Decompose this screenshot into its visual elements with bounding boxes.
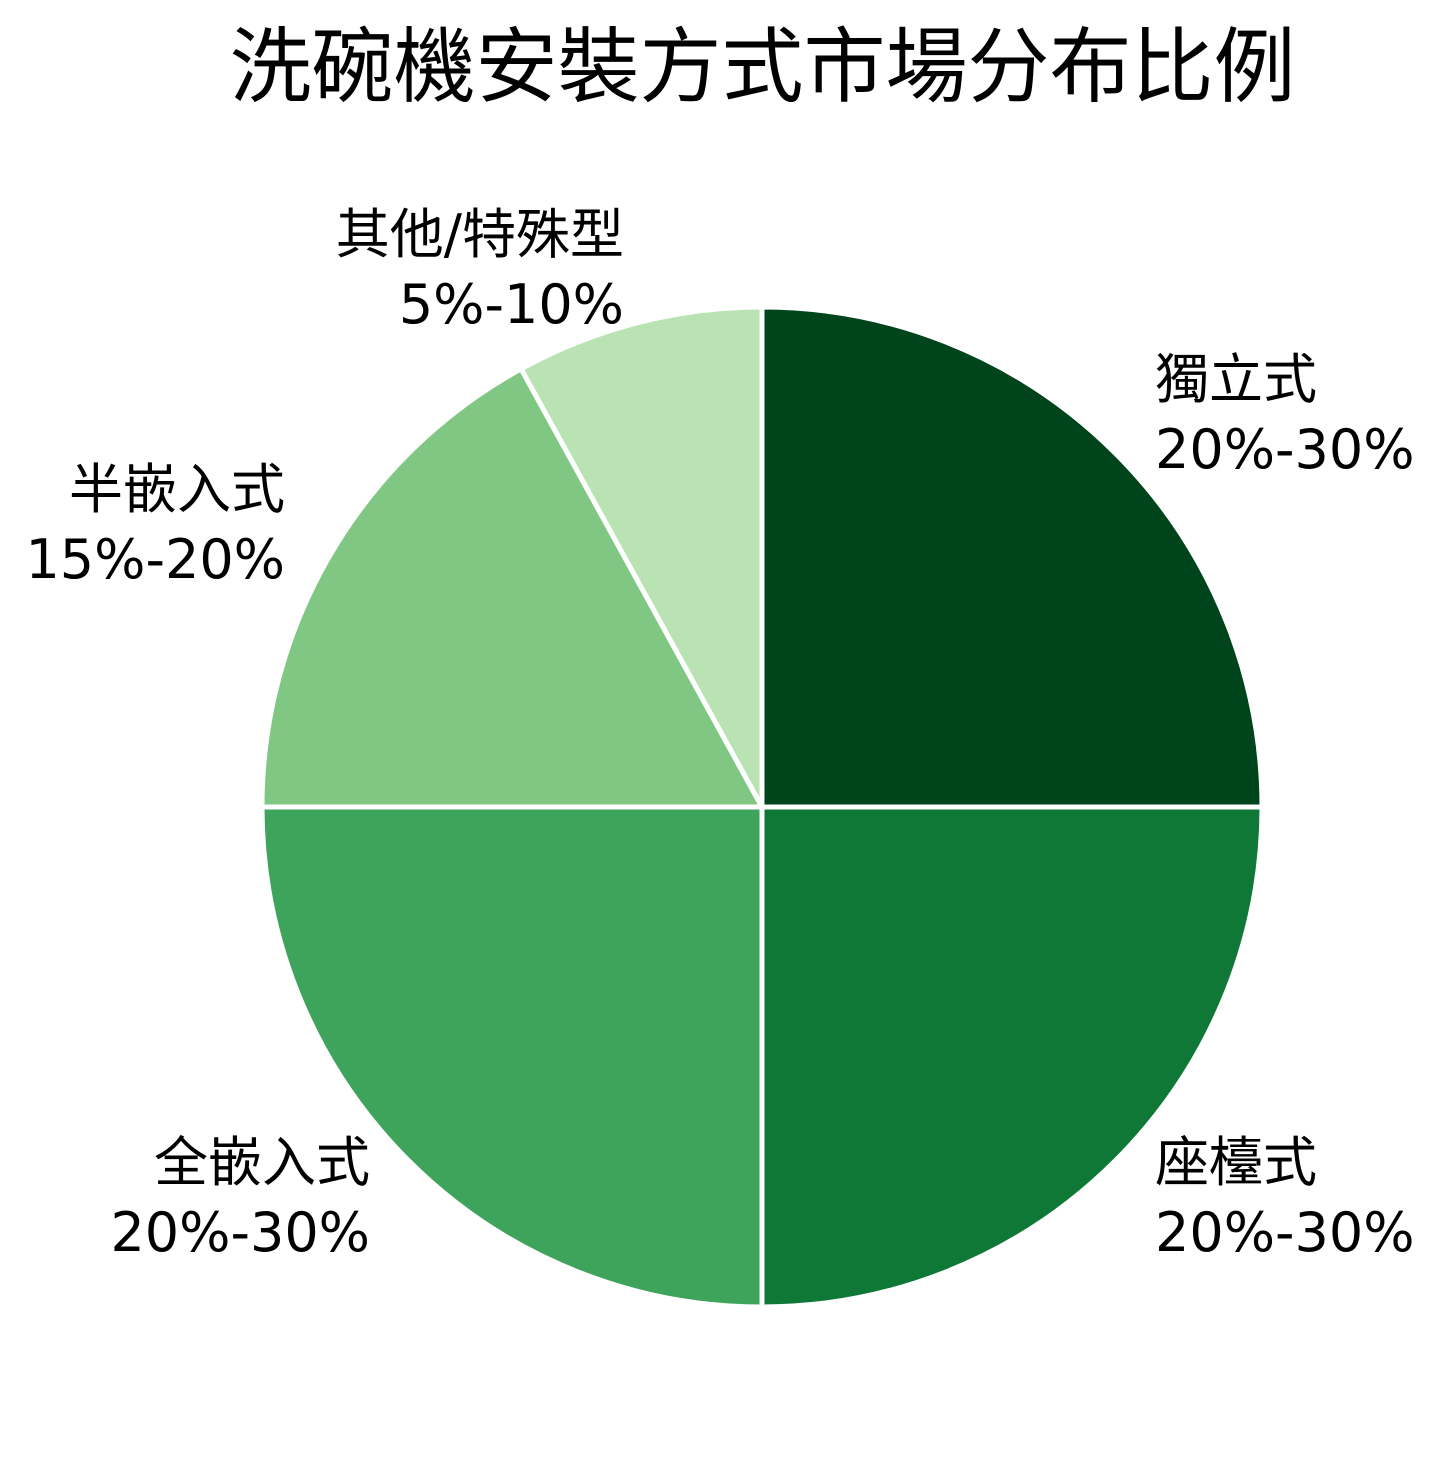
label-countertop-name: 座檯式 [1155, 1131, 1317, 1194]
label-independent: 獨立式 20%-30% [1155, 345, 1415, 485]
label-other: 其他/特殊型 5%-10% [336, 200, 624, 340]
label-semi-built-in: 半嵌入式 15%-20% [25, 455, 285, 595]
pie-slice-1 [759, 804, 1265, 1310]
chart-title: 洗碗機安裝方式市場分布比例 [229, 20, 1296, 115]
label-countertop-range: 20%-30% [1155, 1201, 1415, 1264]
label-full-built-in-name: 全嵌入式 [154, 1131, 370, 1194]
label-full-built-in-range: 20%-30% [110, 1201, 370, 1264]
label-semi-built-in-range: 15%-20% [25, 528, 285, 591]
label-countertop: 座檯式 20%-30% [1155, 1128, 1415, 1268]
label-independent-name: 獨立式 [1155, 348, 1317, 411]
label-other-name: 其他/特殊型 [335, 203, 624, 266]
pie-slices [259, 304, 1265, 1310]
label-full-built-in: 全嵌入式 20%-30% [110, 1128, 370, 1268]
pie-slice-2 [259, 804, 765, 1310]
label-semi-built-in-name: 半嵌入式 [69, 458, 285, 521]
label-independent-range: 20%-30% [1155, 418, 1415, 481]
pie-slice-3 [259, 366, 765, 810]
label-other-range: 5%-10% [398, 273, 624, 336]
pie-slice-0 [759, 304, 1265, 810]
pie-slice-4 [518, 304, 765, 810]
